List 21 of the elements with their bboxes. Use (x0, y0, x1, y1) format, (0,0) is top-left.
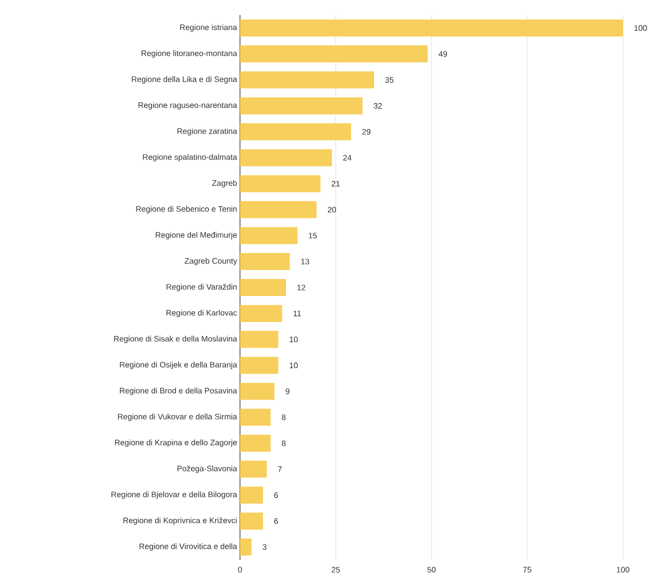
bar (240, 486, 263, 504)
bar (240, 71, 374, 88)
bar (240, 356, 278, 374)
bar (240, 123, 352, 140)
bar (240, 408, 271, 426)
bar (240, 512, 263, 530)
bar (240, 434, 271, 452)
bar (240, 19, 624, 36)
bar (240, 149, 332, 166)
bar (240, 175, 320, 192)
bar (240, 201, 317, 218)
bar (240, 279, 286, 296)
bar (240, 253, 290, 270)
bar (240, 538, 252, 556)
bar (240, 97, 363, 114)
bar (240, 330, 278, 348)
bar (240, 227, 298, 244)
bar (240, 460, 267, 478)
bar (240, 45, 428, 62)
bar (240, 304, 282, 322)
bar (240, 382, 274, 400)
